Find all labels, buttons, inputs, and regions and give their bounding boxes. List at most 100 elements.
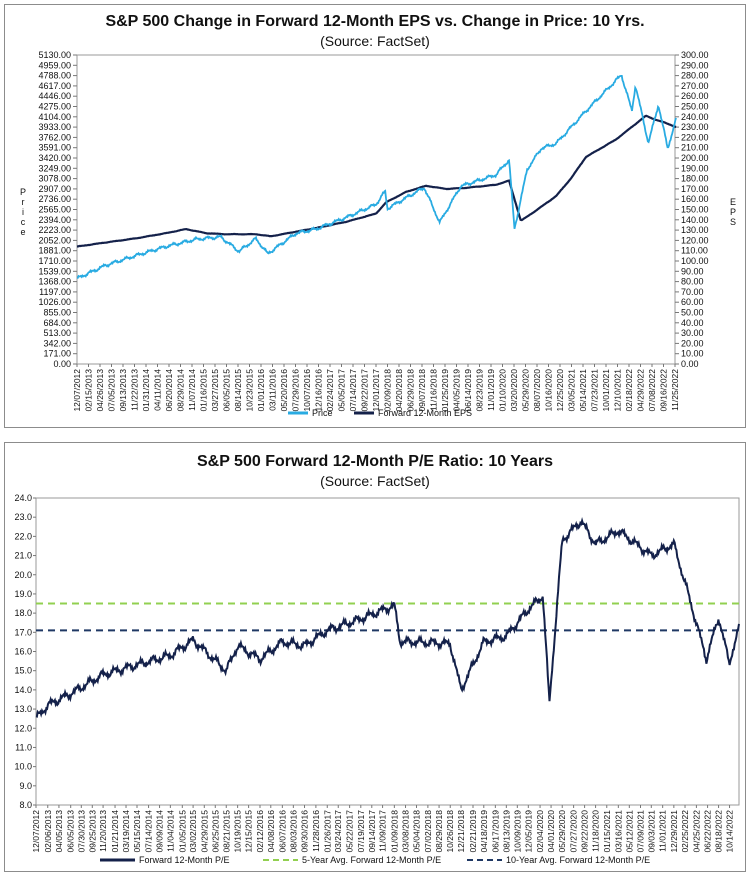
x-tick-label: 12/01/2017 (371, 369, 381, 412)
x-tick-label: 07/05/2013 (107, 369, 117, 412)
y-tick-label-left: 4617.00 (38, 81, 71, 91)
x-tick-label: 12/21/2018 (456, 810, 466, 853)
x-tick-label: 07/27/2020 (569, 810, 579, 853)
chart-2-subtitle: (Source: FactSet) (320, 473, 430, 489)
x-tick-label: 11/16/2018 (429, 369, 439, 411)
x-tick-label: 12/05/2019 (523, 810, 533, 853)
y-tick-label-right: 40.00 (681, 318, 704, 328)
x-tick-label: 07/19/2017 (356, 810, 366, 853)
x-tick-label: 06/20/2014 (164, 369, 174, 412)
y-tick-label-right: 10.00 (681, 349, 704, 359)
y-tick-label-left: 4446.00 (38, 91, 71, 101)
y-tick-label-left: 3420.00 (38, 153, 71, 163)
x-tick-label: 04/26/2013 (95, 369, 105, 412)
plot-area-1 (76, 54, 676, 365)
x-tick-label: 07/14/2017 (348, 369, 358, 412)
y-tick-label-right: 20.00 (681, 338, 704, 348)
x-tick-label: 03/02/2015 (188, 810, 198, 853)
x-tick-label: 04/08/2016 (266, 810, 276, 853)
y-axis-title-left-letter: P (20, 187, 26, 197)
y-axis-title-right-letter: E (730, 197, 736, 207)
y-tick-label-left: 1710.00 (38, 256, 71, 266)
x-tick-label: 05/20/2016 (279, 369, 289, 412)
x-tick-label: 02/21/2019 (468, 810, 478, 853)
x-tick-label: 02/24/2017 (325, 369, 335, 412)
x-tick-label: 01/25/2019 (440, 369, 450, 412)
x-tick-label: 05/29/2020 (557, 810, 567, 853)
legend-label-5yr-avg: 5-Year Avg. Forward 12-Month P/E (302, 855, 441, 865)
x-tick-label: 01/15/2021 (602, 810, 612, 853)
x-tick-label: 03/20/2020 (509, 369, 519, 412)
y-tick-label-right: 80.00 (681, 277, 704, 287)
y-tick-label-left: 1026.00 (38, 297, 71, 307)
x-tick-label: 09/16/2022 (659, 369, 669, 412)
x-tick-label: 09/14/2017 (367, 810, 377, 853)
x-tick-label: 10/16/2020 (544, 369, 554, 412)
x-tick-label: 01/31/2014 (141, 369, 151, 412)
x-tick-label: 05/22/2017 (345, 810, 355, 853)
x-tick-label: 11/04/2014 (165, 810, 175, 852)
y-tick-label-right: 70.00 (681, 287, 704, 297)
x-tick-label: 03/24/2017 (333, 810, 343, 853)
chart-1-plot: 0.00171.00342.00513.00684.00855.001026.0… (20, 50, 736, 418)
y-tick-label-right: 100.00 (681, 256, 709, 266)
x-tick-label: 12/07/2012 (31, 810, 41, 853)
y-tick-label-left: 855.00 (43, 308, 71, 318)
y-tick-label-right: 210.00 (681, 143, 709, 153)
y-tick-label-left: 2565.00 (38, 205, 71, 215)
x-tick-label: 06/07/2016 (277, 810, 287, 853)
y-tick-label-left: 684.00 (43, 318, 71, 328)
x-tick-label: 12/16/2016 (314, 369, 324, 412)
y-tick-label: 13.0 (14, 704, 32, 714)
y-tick-label-right: 250.00 (681, 102, 709, 112)
y-tick-label-right: 90.00 (681, 266, 704, 276)
y-tick-label: 17.0 (14, 627, 32, 637)
y-tick-label-right: 140.00 (681, 215, 709, 225)
y-tick-label: 16.0 (14, 647, 32, 657)
x-tick-label: 01/01/2016 (256, 369, 266, 412)
x-tick-label: 01/16/2015 (199, 369, 209, 412)
x-tick-label: 12/07/2012 (72, 369, 82, 412)
x-tick-label: 07/14/2014 (144, 810, 154, 853)
y-tick-label-right: 130.00 (681, 225, 709, 235)
x-tick-label: 01/21/2014 (110, 810, 120, 853)
x-tick-label: 09/13/2013 (118, 369, 128, 412)
chart-2-title: S&P 500 Forward 12-Month P/E Ratio: 10 Y… (197, 453, 553, 470)
y-axis-title-right-letter: P (730, 207, 736, 217)
y-tick-label-right: 170.00 (681, 184, 709, 194)
x-tick-label: 02/06/2013 (43, 810, 53, 853)
y-tick-label-left: 1881.00 (38, 246, 71, 256)
y-axis-title-left-letter: r (22, 197, 25, 207)
x-tick-label: 06/05/2015 (222, 369, 232, 412)
y-tick-label: 10.0 (14, 762, 32, 772)
y-tick-label-right: 230.00 (681, 122, 709, 132)
y-tick-label: 18.0 (14, 608, 32, 618)
y-tick-label-left: 2223.00 (38, 225, 71, 235)
y-axis-title-right-letter: S (730, 217, 736, 227)
y-tick-label: 20.0 (14, 570, 32, 580)
x-tick-label: 06/29/2018 (406, 369, 416, 412)
x-tick-label: 09/25/2013 (87, 810, 97, 853)
y-tick-label-right: 240.00 (681, 112, 709, 122)
x-tick-label: 06/25/2015 (210, 810, 220, 853)
x-tick-label: 03/08/2018 (401, 810, 411, 853)
x-tick-label: 11/01/2019 (486, 369, 496, 411)
x-tick-label: 09/07/2018 (417, 369, 427, 412)
x-tick-label: 04/18/2019 (479, 810, 489, 853)
x-tick-label: 08/03/2016 (288, 810, 298, 853)
x-tick-label: 11/25/2022 (670, 369, 680, 411)
x-tick-label: 09/22/2020 (580, 810, 590, 853)
x-tick-label: 08/21/2015 (221, 810, 231, 853)
pe-ratio-chart-panel: S&P 500 Forward 12-Month P/E Ratio: 10 Y… (4, 442, 746, 872)
x-tick-label: 08/13/2019 (501, 810, 511, 853)
x-tick-label: 05/12/2021 (624, 810, 634, 853)
x-tick-label: 09/09/2014 (155, 810, 165, 853)
y-tick-label-left: 1368.00 (38, 277, 71, 287)
y-tick-label-left: 4788.00 (38, 71, 71, 81)
y-tick-label: 8.0 (19, 800, 32, 810)
y-axis-title-left-letter: c (21, 217, 26, 227)
y-tick-label: 11.0 (15, 742, 32, 752)
x-tick-label: 04/11/2014 (153, 369, 163, 411)
x-tick-label: 05/29/2020 (521, 369, 531, 412)
